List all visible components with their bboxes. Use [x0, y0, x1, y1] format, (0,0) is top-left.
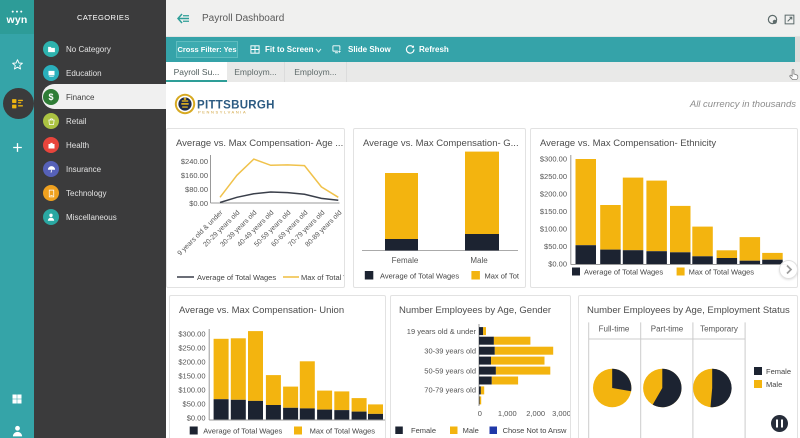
svg-text:$50.00: $50.00 — [544, 242, 567, 251]
svg-text:Number Employees by Age, Gende: Number Employees by Age, Gender — [399, 305, 551, 316]
svg-text:Full-time: Full-time — [599, 325, 630, 334]
svg-text:$0.00: $0.00 — [189, 199, 208, 208]
svg-text:Max of Total Wages: Max of Total Wages — [689, 268, 755, 277]
svg-text:$250.00: $250.00 — [540, 172, 567, 181]
svg-text:1,000: 1,000 — [498, 409, 517, 418]
svg-text:$240.00: $240.00 — [181, 157, 208, 166]
svg-text:Average of Total Wages: Average of Total Wages — [380, 272, 459, 281]
svg-text:Average of Total Wages: Average of Total Wages — [197, 273, 276, 282]
svg-text:Max of Total Wages: Max of Total Wages — [310, 427, 376, 436]
svg-text:Female: Female — [766, 367, 791, 376]
svg-text:0: 0 — [478, 409, 482, 418]
svg-text:Female: Female — [392, 256, 419, 265]
svg-text:$100.00: $100.00 — [540, 225, 567, 234]
svg-text:$300.00: $300.00 — [178, 330, 205, 339]
svg-text:PITTSBURGH: PITTSBURGH — [197, 100, 275, 112]
svg-text:$160.00: $160.00 — [181, 171, 208, 180]
svg-text:Number Employees by Age, Emplo: Number Employees by Age, Employment Stat… — [587, 305, 790, 316]
svg-text:$50.00: $50.00 — [183, 400, 206, 409]
svg-text:Male: Male — [766, 380, 782, 389]
svg-text:PENNSYLVANIA: PENNSYLVANIA — [198, 110, 247, 115]
svg-text:Average vs. Max Compensation-: Average vs. Max Compensation- Age ... — [176, 138, 343, 149]
svg-text:$200.00: $200.00 — [178, 358, 205, 367]
svg-text:3,000: 3,000 — [552, 409, 570, 418]
svg-text:Temporary: Temporary — [700, 325, 738, 334]
svg-text:30-39 years old: 30-39 years old — [424, 346, 476, 355]
svg-text:Average vs. Max Compensation-: Average vs. Max Compensation- Union — [179, 305, 344, 316]
svg-text:$150.00: $150.00 — [178, 372, 205, 381]
svg-text:Part-time: Part-time — [651, 325, 684, 334]
svg-text:Average vs. Max Compensation-: Average vs. Max Compensation- Ethnicity — [540, 138, 716, 149]
svg-text:Average of Total Wages: Average of Total Wages — [584, 268, 663, 277]
svg-text:Chose Not to Answ: Chose Not to Answ — [503, 426, 567, 435]
svg-text:Average vs. Max Compensation-: Average vs. Max Compensation- G... — [363, 138, 519, 149]
svg-text:Male: Male — [463, 426, 479, 435]
svg-text:19 years old & under: 19 years old & under — [407, 327, 477, 336]
svg-text:$200.00: $200.00 — [540, 190, 567, 199]
svg-text:Max of Tot: Max of Tot — [485, 272, 520, 281]
svg-text:50-59 years old: 50-59 years old — [424, 367, 476, 376]
svg-text:Average of Total Wages: Average of Total Wages — [203, 427, 282, 436]
svg-text:2,000: 2,000 — [526, 409, 545, 418]
svg-text:$100.00: $100.00 — [178, 386, 205, 395]
svg-text:70-79 years old: 70-79 years old — [424, 386, 476, 395]
svg-text:$0.00: $0.00 — [548, 260, 567, 269]
svg-text:$150.00: $150.00 — [540, 207, 567, 216]
svg-text:$250.00: $250.00 — [178, 344, 205, 353]
svg-text:Max of Total V: Max of Total V — [301, 273, 344, 282]
svg-text:Male: Male — [470, 256, 488, 265]
svg-text:$0.00: $0.00 — [187, 414, 206, 423]
svg-text:Female: Female — [411, 426, 436, 435]
svg-text:$80.00: $80.00 — [185, 185, 208, 194]
svg-text:$300.00: $300.00 — [540, 155, 567, 164]
